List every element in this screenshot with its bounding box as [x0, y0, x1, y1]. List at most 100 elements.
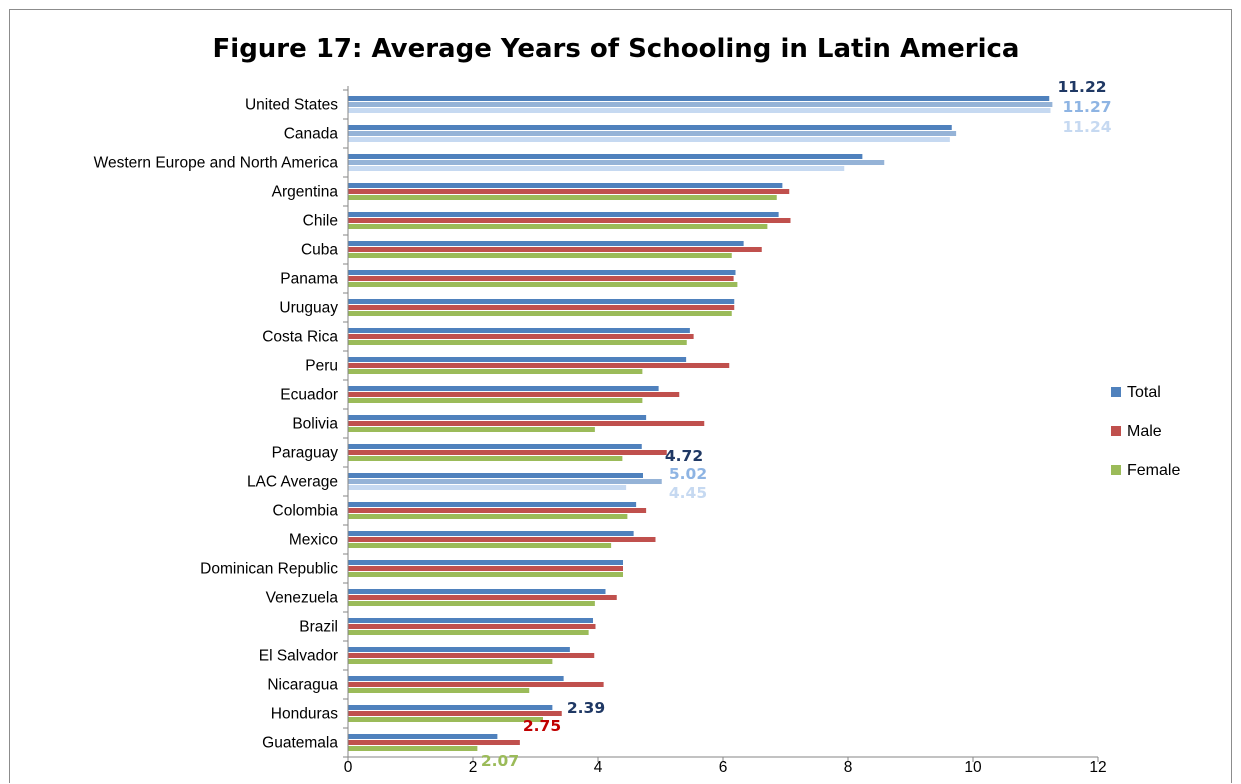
- bar-total-uruguay: [348, 299, 735, 304]
- category-label-ecuador: Ecuador: [280, 387, 338, 404]
- category-label-venezuela: Venezuela: [266, 590, 339, 607]
- category-label-paraguay: Paraguay: [272, 445, 339, 462]
- bar-female-venezuela: [348, 601, 595, 606]
- bar-male-lac-average: [348, 479, 662, 484]
- x-tick-label-2: 2: [469, 759, 478, 776]
- bar-female-canada: [348, 137, 950, 142]
- annotation-2-75: 2.75: [523, 717, 561, 735]
- category-label-lac-average: LAC Average: [247, 474, 338, 491]
- bar-total-honduras: [348, 705, 553, 710]
- bar-total-united-states: [348, 96, 1050, 101]
- bar-female-mexico: [348, 543, 612, 548]
- category-label-colombia: Colombia: [273, 503, 339, 520]
- bar-total-peru: [348, 357, 687, 362]
- bar-male-canada: [348, 131, 957, 136]
- annotation-11-27: 11.27: [1062, 98, 1111, 116]
- bar-male-nicaragua: [348, 682, 604, 687]
- bar-total-paraguay: [348, 444, 642, 449]
- bar-male-bolivia: [348, 421, 705, 426]
- bar-male-honduras: [348, 711, 562, 716]
- annotation-4-45: 4.45: [669, 484, 707, 502]
- bar-total-canada: [348, 125, 952, 130]
- bar-male-guatemala: [348, 740, 520, 745]
- bar-female-brazil: [348, 630, 589, 635]
- category-label-dominican-republic: Dominican Republic: [200, 561, 338, 578]
- bar-female-paraguay: [348, 456, 623, 461]
- bar-total-costa-rica: [348, 328, 690, 333]
- x-tick-label-6: 6: [719, 759, 728, 776]
- bar-male-ecuador: [348, 392, 680, 397]
- category-label-el-salvador: El Salvador: [259, 648, 338, 665]
- bar-male-argentina: [348, 189, 790, 194]
- category-label-bolivia: Bolivia: [292, 416, 338, 433]
- bar-total-argentina: [348, 183, 783, 188]
- bar-total-el-salvador: [348, 647, 570, 652]
- bar-female-colombia: [348, 514, 628, 519]
- bar-total-lac-average: [348, 473, 643, 478]
- legend-label-female: Female: [1127, 462, 1180, 479]
- bar-total-western-europe-and-north-america: [348, 154, 863, 159]
- bar-total-chile: [348, 212, 779, 217]
- bar-female-el-salvador: [348, 659, 553, 664]
- bar-total-panama: [348, 270, 736, 275]
- annotation-11-24: 11.24: [1062, 118, 1111, 136]
- bar-male-brazil: [348, 624, 596, 629]
- legend-swatch-male: [1111, 426, 1121, 436]
- bar-male-uruguay: [348, 305, 735, 310]
- category-label-chile: Chile: [303, 213, 338, 230]
- bars-layer: [348, 96, 1053, 751]
- bar-total-brazil: [348, 618, 593, 623]
- bar-male-mexico: [348, 537, 656, 542]
- legend-label-male: Male: [1127, 423, 1162, 440]
- bar-total-colombia: [348, 502, 637, 507]
- bar-female-chile: [348, 224, 768, 229]
- category-label-cuba: Cuba: [301, 242, 338, 259]
- category-label-uruguay: Uruguay: [279, 300, 338, 317]
- bar-total-bolivia: [348, 415, 647, 420]
- legend-label-total: Total: [1127, 384, 1161, 401]
- annotations: 11.22 11.27 11.24 4.725.024.45 2.39 2.752.07: [481, 78, 1112, 770]
- annotation-2-39: 2.39: [567, 699, 605, 717]
- bar-male-costa-rica: [348, 334, 694, 339]
- bar-male-colombia: [348, 508, 647, 513]
- category-label-honduras: Honduras: [271, 706, 338, 723]
- annotation-2-07: 2.07: [481, 752, 519, 770]
- category-label-peru: Peru: [305, 358, 338, 375]
- category-label-brazil: Brazil: [299, 619, 338, 636]
- bar-female-cuba: [348, 253, 732, 258]
- category-label-guatemala: Guatemala: [262, 735, 338, 752]
- bar-total-mexico: [348, 531, 634, 536]
- chart-area: Figure 17: Average Years of Schooling in…: [9, 9, 1232, 783]
- annotation-5-02: 5.02: [669, 465, 707, 483]
- bar-male-venezuela: [348, 595, 617, 600]
- bar-total-nicaragua: [348, 676, 564, 681]
- bar-male-western-europe-and-north-america: [348, 160, 885, 165]
- legend: Total Male Female: [1111, 384, 1180, 479]
- category-label-united-states: United States: [245, 97, 338, 114]
- category-label-panama: Panama: [280, 271, 338, 288]
- bar-male-united-states: [348, 102, 1053, 107]
- category-label-nicaragua: Nicaragua: [267, 677, 338, 694]
- bar-total-cuba: [348, 241, 744, 246]
- bar-male-panama: [348, 276, 734, 281]
- bar-male-paraguay: [348, 450, 667, 455]
- bar-male-peru: [348, 363, 730, 368]
- bar-total-guatemala: [348, 734, 498, 739]
- x-tick-label-0: 0: [344, 759, 353, 776]
- bar-female-guatemala: [348, 746, 478, 751]
- bar-female-peru: [348, 369, 643, 374]
- bar-female-western-europe-and-north-america: [348, 166, 845, 171]
- annotation-4-72: 4.72: [665, 447, 703, 465]
- x-tick-label-12: 12: [1089, 759, 1106, 776]
- bar-female-nicaragua: [348, 688, 530, 693]
- bar-male-el-salvador: [348, 653, 595, 658]
- bar-female-panama: [348, 282, 738, 287]
- bar-female-uruguay: [348, 311, 732, 316]
- x-tick-labels: 0 2 4 6 8 10 12: [344, 759, 1107, 776]
- category-label-mexico: Mexico: [289, 532, 338, 549]
- x-tick-label-10: 10: [964, 759, 982, 776]
- bar-total-dominican-republic: [348, 560, 623, 565]
- bar-male-cuba: [348, 247, 762, 252]
- x-tick-label-8: 8: [844, 759, 853, 776]
- annotation-11-22: 11.22: [1057, 78, 1106, 96]
